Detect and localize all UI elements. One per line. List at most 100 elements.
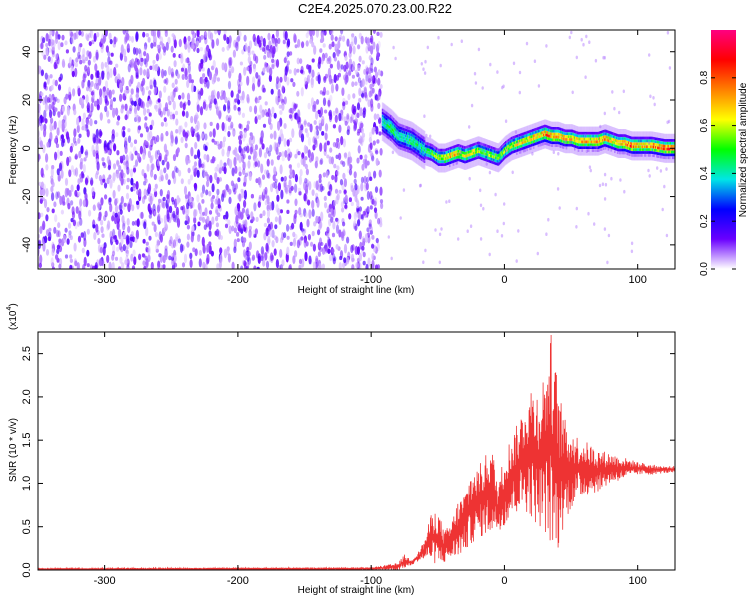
ridge-cell <box>550 135 553 139</box>
ridge-cell <box>435 147 438 150</box>
ridge-cell <box>384 134 387 137</box>
noise-speck <box>143 195 147 200</box>
noise-speck <box>228 225 232 235</box>
ridge-cell <box>393 124 396 128</box>
ridge-cell <box>395 121 398 124</box>
ridge-cell <box>643 142 645 146</box>
ridge-cell <box>471 146 474 150</box>
noise-speck <box>212 59 216 69</box>
ridge-cell <box>399 135 402 138</box>
noise-speck <box>106 254 110 264</box>
ridge-cell <box>637 145 640 148</box>
noise-speck <box>305 40 309 47</box>
noise-speck <box>373 200 377 207</box>
noise-speck <box>335 217 339 222</box>
ridge-cell <box>603 141 606 144</box>
noise-speck <box>232 49 236 58</box>
ridge-cell <box>643 148 646 151</box>
ridge-cell <box>635 136 638 140</box>
ridge-cell <box>653 145 655 149</box>
noise-speck <box>234 183 238 190</box>
ridge-cell <box>407 146 409 150</box>
noise-speck <box>66 238 70 245</box>
noise-speck <box>117 184 121 192</box>
noise-speck <box>109 178 113 189</box>
ridge-cell <box>445 148 447 152</box>
ridge-cell <box>592 134 595 138</box>
noise-speck <box>289 167 293 176</box>
ridge-cell <box>529 147 531 151</box>
ridge-cell <box>441 154 444 158</box>
ridge-cell <box>398 129 401 132</box>
ridge-cell <box>426 151 429 154</box>
noise-speck <box>376 113 380 120</box>
ridge-cell <box>568 141 571 144</box>
ridge-cell <box>470 150 473 153</box>
ridge-cell <box>656 143 658 146</box>
noise-speck <box>238 166 242 173</box>
noise-speck <box>264 200 268 206</box>
noise-speck <box>228 68 232 78</box>
noise-speck <box>73 242 77 252</box>
ridge-cell <box>606 133 609 136</box>
noise-speck <box>99 112 103 121</box>
ridge-cell <box>643 151 645 154</box>
noise-speck <box>358 138 362 144</box>
noise-speck <box>269 113 273 118</box>
ridge-cell <box>417 138 419 141</box>
noise-speck <box>175 233 179 242</box>
noise-speck <box>303 77 308 85</box>
noise-speck <box>288 179 292 189</box>
ridge-cell <box>628 135 630 139</box>
noise-speck <box>227 100 231 110</box>
ridge-cell <box>497 163 500 166</box>
ridge-cell <box>412 143 415 147</box>
ridge-cell <box>496 159 499 163</box>
ridge-cell <box>519 145 522 148</box>
ridge-cell <box>635 145 638 148</box>
ridge-cell <box>420 151 422 155</box>
ridge-cell <box>573 144 575 148</box>
ridge-cell <box>604 138 607 141</box>
noise-speck <box>190 201 194 209</box>
ridge-cell <box>630 139 633 143</box>
ridge-cell <box>559 142 561 145</box>
ridge-cell <box>466 151 469 154</box>
noise-speck <box>233 238 237 249</box>
noise-speck <box>361 60 365 65</box>
ridge-cell <box>644 154 647 157</box>
ridge-cell <box>669 144 671 148</box>
ridge-cell <box>401 127 404 130</box>
ridge-cell <box>600 148 602 151</box>
ridge-cell <box>598 149 600 152</box>
noise-speck <box>341 35 346 42</box>
ridge-cell <box>566 143 569 147</box>
noise-speck <box>74 62 78 68</box>
ridge-cell <box>582 134 585 138</box>
noise-speck <box>158 90 162 99</box>
ridge-cell <box>562 134 565 138</box>
ridge-cell <box>632 142 635 146</box>
ridge-cell <box>549 141 552 144</box>
ridge-cell <box>603 135 606 138</box>
noise-speck <box>299 221 303 231</box>
ridge-cell <box>414 153 417 157</box>
ridge-cell <box>439 151 442 155</box>
ridge-cell <box>457 149 460 153</box>
ridge-cell <box>435 159 438 162</box>
noise-speck <box>208 241 212 246</box>
noise-speck <box>299 58 303 64</box>
ridge-cell <box>399 132 402 136</box>
ridge-cell <box>402 136 404 139</box>
noise-speck <box>51 262 55 268</box>
ridge-cell <box>489 151 491 154</box>
noise-speck <box>344 76 348 85</box>
ridge-cell <box>662 150 665 153</box>
ridge-cell <box>408 135 411 139</box>
ridge-cell <box>476 145 478 148</box>
ridge-cell <box>554 129 557 133</box>
ridge-cell <box>441 157 444 161</box>
noise-speck <box>333 256 337 262</box>
noise-speck <box>360 35 364 45</box>
ridge-cell <box>423 157 426 161</box>
